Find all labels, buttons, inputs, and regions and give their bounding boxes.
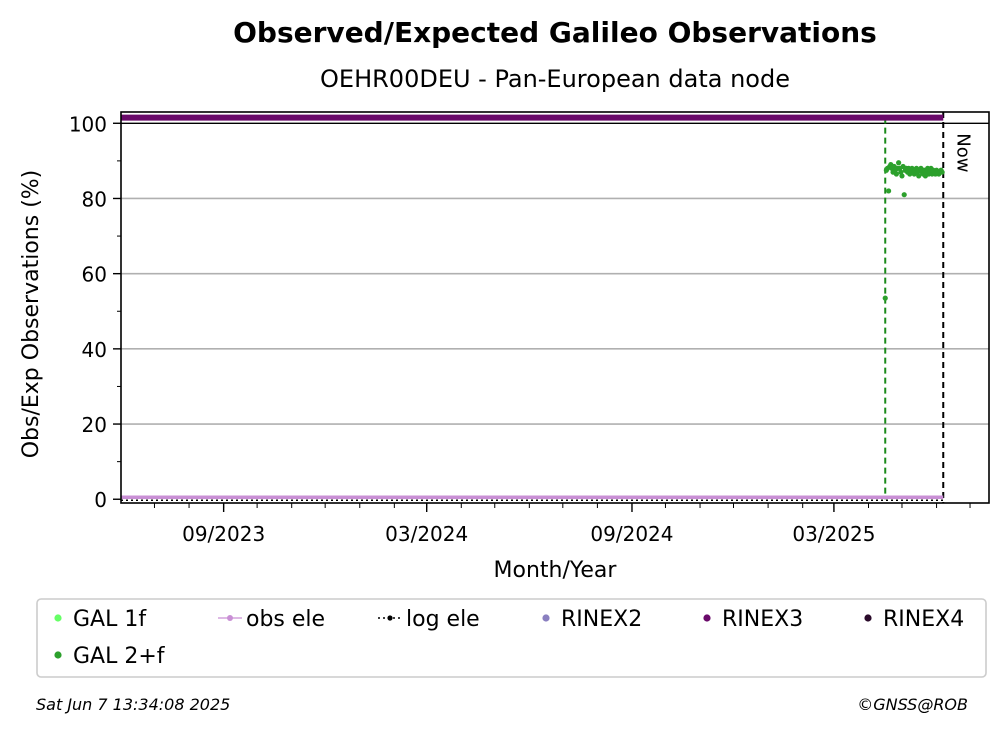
legend-label: log ele (406, 607, 480, 632)
y-tick-label: 0 (94, 488, 107, 512)
legend-label: RINEX2 (561, 607, 642, 632)
footer-credit: ©GNSS@ROB (857, 695, 968, 714)
legend-swatch (542, 614, 550, 622)
data-point-gal-2f (882, 295, 888, 301)
legend-label: GAL 1f (73, 607, 147, 632)
legend-item: RINEX3 (703, 607, 803, 632)
legend-swatch-dot (227, 615, 233, 621)
legend-swatch (864, 614, 872, 622)
legend-swatch (54, 614, 62, 622)
y-tick-label: 20 (82, 413, 107, 437)
grid-lines (121, 122, 989, 425)
chart-title: Observed/Expected Galileo Observations (233, 16, 877, 49)
x-tick-label: 09/2024 (590, 522, 673, 546)
x-tick-label: 03/2025 (792, 522, 875, 546)
legend-label: GAL 2+f (73, 644, 166, 669)
y-tick-label: 80 (82, 187, 107, 211)
footer-timestamp: Sat Jun 7 13:34:08 2025 (36, 695, 230, 714)
legend-item: RINEX2 (542, 607, 642, 632)
plot-frame (120, 111, 990, 504)
x-tick-label: 03/2024 (385, 522, 468, 546)
legend-item: obs ele (218, 607, 325, 632)
x-tick-label: 09/2023 (182, 522, 265, 546)
data-point-gal-2f (916, 173, 922, 179)
legend-label: obs ele (246, 607, 325, 632)
legend-item: log ele (378, 607, 480, 632)
legend-item: RINEX4 (864, 607, 964, 632)
legend-label: RINEX4 (883, 607, 964, 632)
data-point-gal-2f (901, 192, 907, 198)
data-point-gal-2f (893, 171, 899, 177)
legend-swatch (703, 614, 711, 622)
legend-swatch (54, 651, 62, 659)
y-tick-label: 40 (82, 338, 107, 362)
y-axis-label: Obs/Exp Observations (%) (19, 170, 44, 459)
legend-label: RINEX3 (722, 607, 803, 632)
y-tick-label: 60 (82, 263, 107, 287)
legend: GAL 1f obs ele log ele RINEX2 RINEX3 RINEX4 GA… (36, 598, 987, 678)
data-point-gal-2f (899, 173, 905, 179)
data-series (121, 114, 945, 502)
x-axis-label: Month/Year (494, 558, 618, 583)
legend-item: GAL 1f (54, 607, 147, 632)
data-point-gal-2f (885, 188, 892, 194)
data-point-gal-2f (896, 160, 902, 166)
now-label: Now (952, 133, 973, 172)
event-markers: Now (884, 112, 973, 503)
legend-item: GAL 2+f (54, 644, 166, 669)
legend-swatch-dot (387, 615, 393, 621)
legend-box (36, 598, 987, 678)
data-point-gal-2f (939, 169, 945, 175)
axes: 0 20 40 60 80 100 09/2023 03/2024 09/2024 03/2025 (69, 111, 990, 546)
y-tick-label: 100 (69, 112, 107, 136)
chart-subtitle: OEHR00DEU - Pan-European data node (320, 65, 790, 93)
